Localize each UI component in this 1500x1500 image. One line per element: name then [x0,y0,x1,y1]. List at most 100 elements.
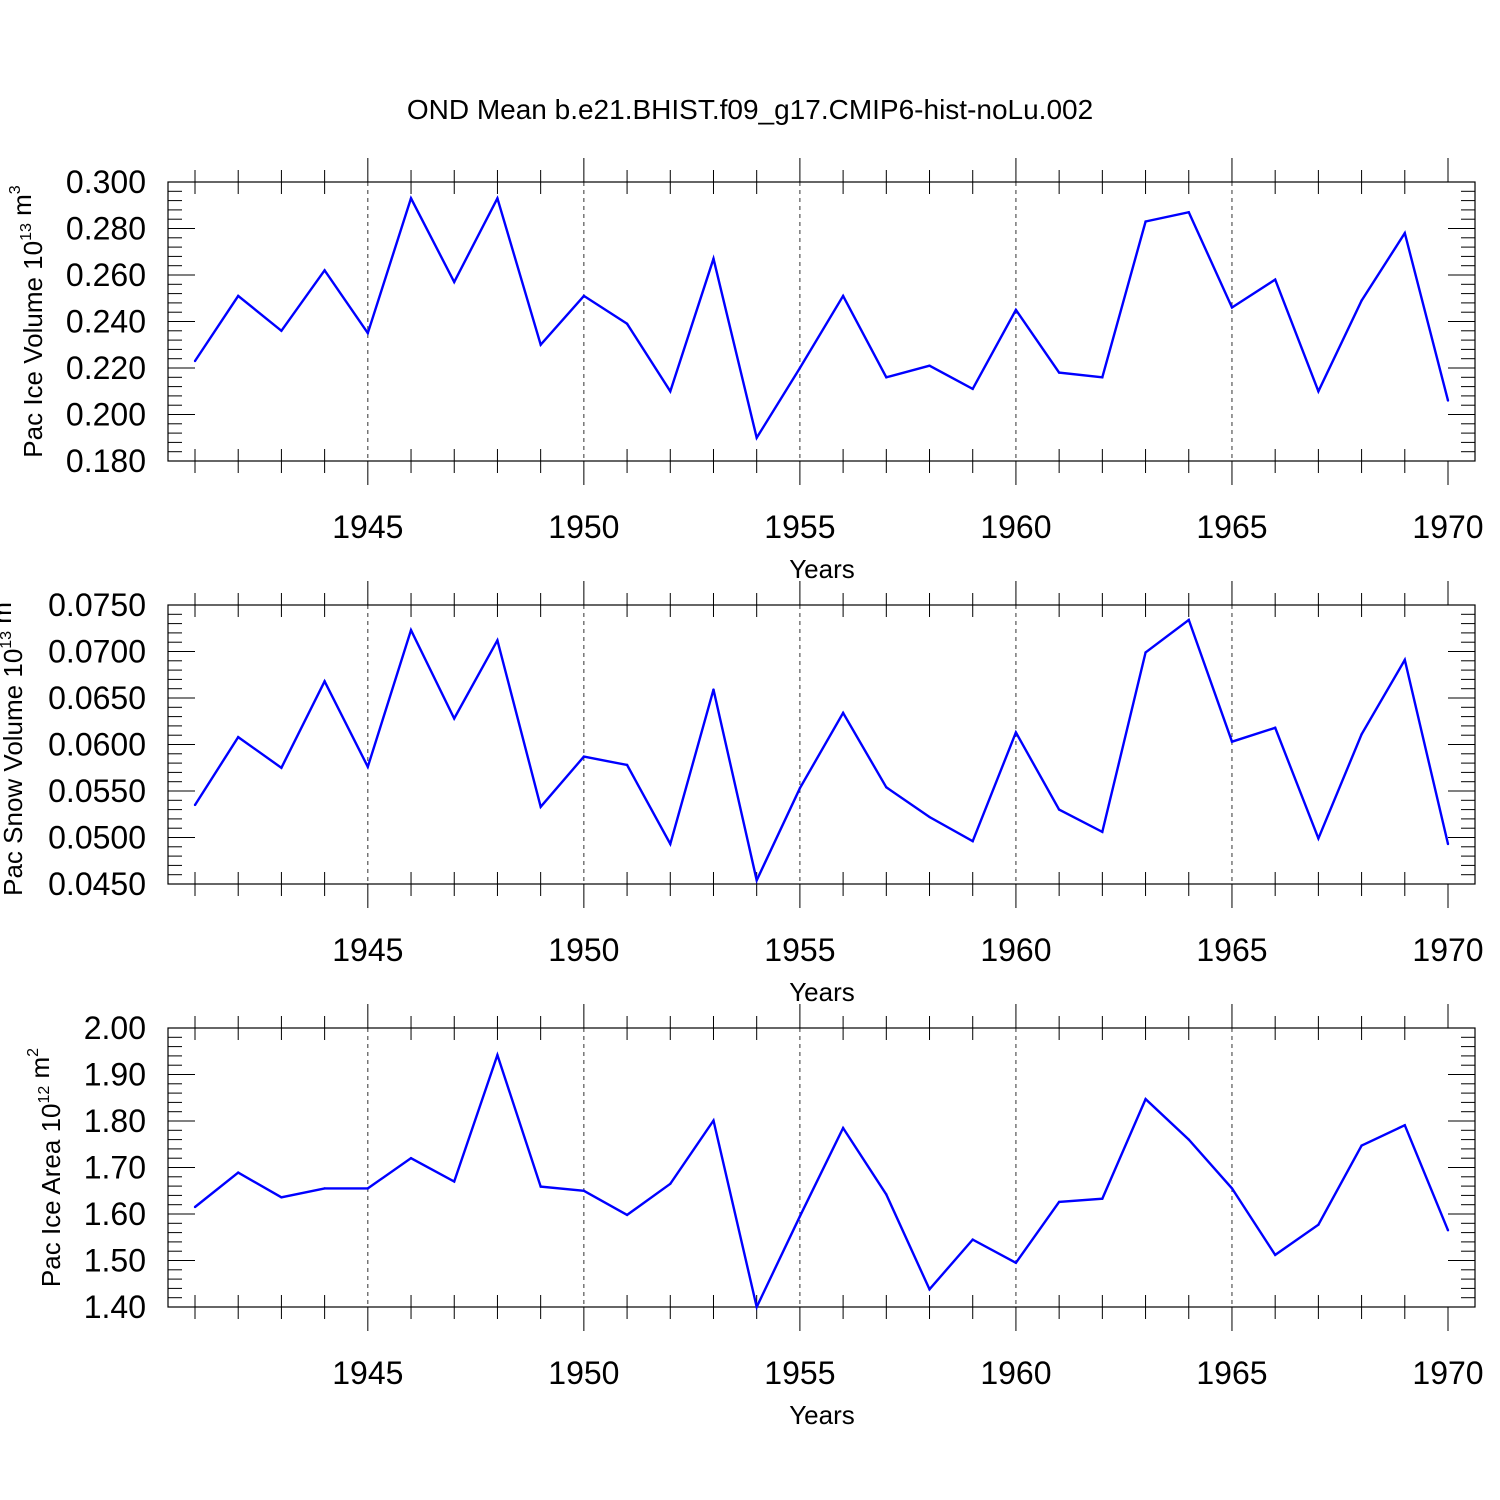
data-point [323,1187,326,1190]
y-axis-title-superscript: 3 [7,185,24,194]
x-tick-label: 1970 [1412,509,1483,545]
data-point [193,803,197,807]
data-point [582,755,586,758]
data-point [409,197,413,200]
y-axis-title-superscript: 13 [18,223,35,241]
data-point [280,766,283,769]
data-point [841,294,845,298]
y-axis-title-superscript: 13 [0,631,15,649]
data-point [1230,1187,1234,1190]
data-point [237,735,240,739]
data-point [539,1185,542,1188]
y-axis-title-superscript: 2 [25,1048,42,1057]
y-axis-title: Pac Ice Volume 1013 m3 [7,185,48,458]
y-axis-title-part: m [7,194,37,223]
y-axis-title: Pac Ice Area 1012 m2 [25,1048,66,1287]
x-axis-title: Years [789,1400,855,1430]
data-point [323,680,326,683]
data-point [1317,1223,1320,1226]
y-tick-label: 1.80 [84,1103,146,1139]
data-point [798,787,802,790]
y-tick-label: 2.00 [84,1010,146,1046]
y-tick-label: 0.240 [66,304,146,340]
data-point [1317,837,1320,840]
data-point [193,359,197,363]
data-point [669,842,672,846]
data-point [1014,1261,1018,1265]
x-tick-label: 1950 [548,1355,619,1391]
x-tick-label: 1970 [1412,1355,1483,1391]
x-tick-label: 1965 [1196,932,1267,968]
data-point [237,294,240,298]
data-point [1446,1229,1450,1232]
data-point [885,786,888,789]
y-axis-title-part: Pac Snow Volume 10 [0,649,28,896]
data-point [453,717,456,720]
data-point [1403,1123,1406,1127]
data-point [366,1187,370,1190]
x-tick-label: 1960 [980,932,1051,968]
y-tick-label: 0.0600 [48,727,146,763]
x-tick-label: 1965 [1196,1355,1267,1391]
x-tick-label: 1955 [764,1355,835,1391]
data-point [1144,651,1147,654]
data-point [237,1171,240,1174]
data-point [1446,399,1450,402]
data-point [1187,1138,1190,1141]
data-point [366,765,370,769]
data-point [885,376,888,379]
data-point [1230,306,1234,309]
data-point [625,763,629,767]
data-point [755,879,758,882]
data-point [280,1196,283,1199]
panel-ice-area: 1.40 1.50 1.60 1.70 1.80 1.90 2.00 1945 1950 1955… [25,1004,1484,1430]
data-point [885,1193,888,1196]
data-point [1403,658,1406,662]
data-point [1057,1200,1061,1204]
data-point [1317,390,1320,393]
data-point [625,322,629,326]
data-point [496,639,499,642]
x-tick-label: 1950 [548,509,619,545]
y-tick-label: 0.180 [66,443,146,479]
data-point [453,1180,456,1183]
data-point [1273,278,1277,281]
y-axis-title-part: m [25,1057,55,1086]
x-tick-label: 1960 [980,509,1051,545]
data-point [1057,808,1061,811]
data-point [1057,371,1061,374]
x-tick-label: 1955 [764,932,835,968]
y-tick-label: 1.60 [84,1196,146,1232]
y-tick-label: 0.200 [66,397,146,433]
data-point [1273,726,1277,729]
data-point [755,436,758,439]
data-point [280,329,283,332]
data-point [409,1157,413,1160]
x-tick-label: 1945 [332,1355,403,1391]
data-point [582,1189,586,1192]
data-point [798,366,802,370]
y-tick-label: 0.0700 [48,634,146,670]
panel-ice-volume: 0.180 0.200 0.220 0.240 0.260 0.280 0.300 1945 1… [7,158,1484,584]
panel-snow-volume: 0.0450 0.0500 0.0550 0.0600 0.0650 0.0700 0.07… [0,581,1484,1007]
data-point [1187,618,1190,622]
y-axis-title-superscript: 3 [0,593,4,602]
data-point [1144,1097,1147,1101]
data-point [1230,740,1234,743]
data-point [453,280,456,284]
data-point [625,1213,629,1217]
x-tick-label: 1945 [332,509,403,545]
y-tick-label: 0.0450 [48,866,146,902]
x-tick-label: 1955 [764,509,835,545]
x-axis-title: Years [789,554,855,584]
x-tick-label: 1950 [548,932,619,968]
x-tick-label: 1960 [980,1355,1051,1391]
data-point [841,1126,845,1130]
y-axis-title-part: Pac Ice Area 10 [36,1104,66,1288]
data-point [798,1215,802,1218]
data-point [712,688,715,691]
data-point [1403,231,1406,235]
y-tick-label: 1.40 [84,1289,146,1325]
data-point [1360,733,1363,736]
series-line-ice-volume [194,195,1450,441]
